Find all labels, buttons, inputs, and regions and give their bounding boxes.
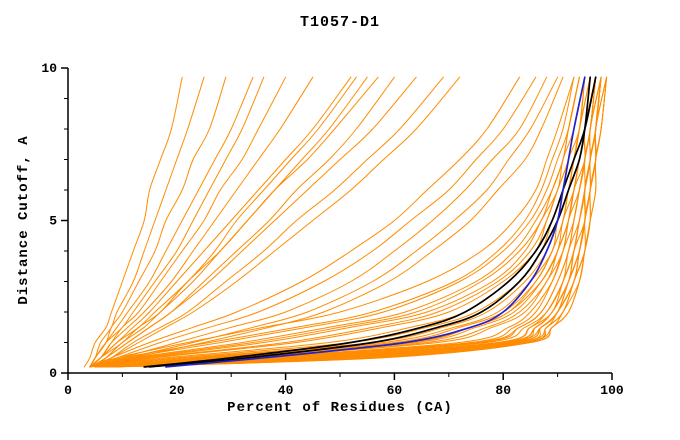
curve-model-39 bbox=[89, 76, 417, 368]
x-axis-label: Percent of Residues (CA) bbox=[227, 400, 453, 416]
curve-model-33 bbox=[89, 76, 575, 368]
x-tick-label: 0 bbox=[64, 383, 72, 398]
curve-model-19 bbox=[116, 76, 608, 368]
x-tick-label: 60 bbox=[387, 383, 403, 398]
curve-model-40 bbox=[89, 76, 352, 368]
curve-model-26 bbox=[89, 76, 586, 368]
y-tick-label: 5 bbox=[49, 214, 57, 229]
curve-model-36 bbox=[94, 76, 580, 368]
curve-model-35 bbox=[89, 76, 580, 368]
curve-model-47 bbox=[89, 76, 314, 368]
curve-model-46 bbox=[94, 76, 444, 368]
x-tick-label: 80 bbox=[495, 383, 511, 398]
curve-model-51 bbox=[94, 76, 548, 368]
curve-model-57 bbox=[89, 76, 227, 368]
curve-model-20 bbox=[94, 76, 597, 368]
curve-model-44 bbox=[89, 76, 357, 368]
x-tick-label: 40 bbox=[278, 383, 294, 398]
curve-model-58 bbox=[83, 76, 183, 368]
curve-model-37 bbox=[89, 76, 575, 368]
curve-model-50 bbox=[89, 76, 379, 368]
curve-model-53 bbox=[94, 76, 559, 368]
curve-highlight-model bbox=[165, 76, 586, 368]
curve-model-16 bbox=[94, 76, 597, 368]
y-tick-label: 10 bbox=[41, 61, 57, 76]
curve-model-54 bbox=[89, 76, 520, 368]
curve-model-29 bbox=[89, 76, 586, 368]
curve-model-41 bbox=[94, 76, 461, 368]
chart-title: T1057-D1 bbox=[299, 14, 380, 31]
x-tick-label: 20 bbox=[169, 383, 185, 398]
curve-model-24 bbox=[94, 76, 597, 368]
curve-model-56 bbox=[89, 76, 205, 368]
curve-model-12 bbox=[94, 76, 597, 368]
curve-model-23 bbox=[89, 76, 586, 368]
curve-model-55 bbox=[94, 76, 564, 368]
curve-model-04 bbox=[94, 76, 597, 368]
curve-model-49 bbox=[94, 76, 395, 368]
curve-model-52 bbox=[89, 76, 537, 368]
curve-reference-2 bbox=[148, 76, 592, 368]
curve-model-48 bbox=[89, 76, 265, 368]
curve-reference-1 bbox=[143, 76, 597, 368]
curve-model-18 bbox=[100, 76, 602, 368]
curve-model-08 bbox=[94, 76, 597, 368]
curve-model-43 bbox=[94, 76, 368, 368]
curve-model-31 bbox=[89, 76, 580, 368]
y-tick-label: 0 bbox=[49, 366, 57, 381]
x-tick-label: 100 bbox=[600, 383, 624, 398]
